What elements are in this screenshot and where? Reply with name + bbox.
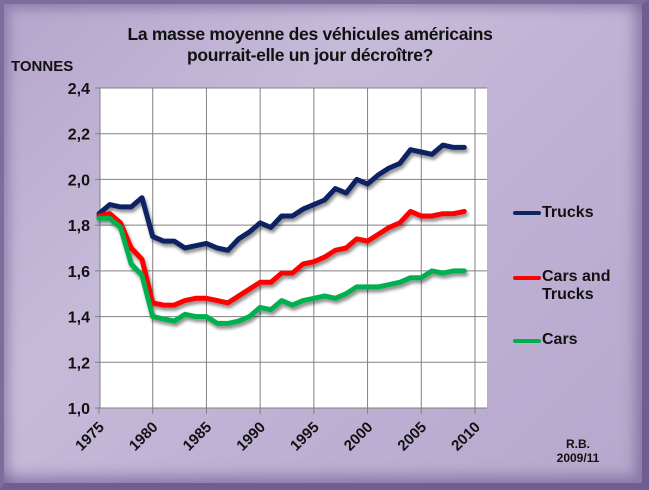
series-line-cars-and-trucks [96, 208, 467, 308]
y-axis-label: TONNES [11, 58, 74, 75]
y-tick-label: 2,4 [68, 81, 90, 98]
series-lines [96, 142, 467, 326]
x-tick-label: 1990 [233, 419, 269, 455]
chart-title: La masse moyenne des véhicules américain… [90, 24, 530, 66]
x-tick-label: 2005 [394, 419, 430, 455]
y-tick-label: 1,0 [68, 401, 90, 418]
y-tick-label: 1,2 [68, 355, 90, 372]
plot-area [100, 88, 487, 408]
x-tick-label: 1980 [126, 419, 162, 455]
legend-item-cars: Cars [542, 331, 578, 348]
series-line-trucks [96, 142, 467, 253]
gridlines [100, 87, 487, 408]
legend-swatch-cars-and-trucks [513, 276, 541, 280]
x-tick-label: 1995 [287, 419, 323, 455]
y-tick-label: 1,6 [68, 264, 90, 281]
author-credit: R.B. 2009/11 [556, 437, 600, 465]
legend-item-trucks: Trucks [542, 204, 594, 221]
series-line-cars [96, 215, 467, 326]
legend-swatch-trucks [513, 211, 541, 215]
x-tick-label: 1975 [72, 419, 108, 455]
x-tick-label: 1985 [180, 419, 216, 455]
legend-item-cars-and-trucks: Cars and Trucks [542, 268, 611, 303]
y-tick-labels: 1,0 1,2 1,4 1,6 1,8 2,0 2,2 2,4 [68, 81, 90, 418]
x-tick-label: 2010 [448, 419, 484, 455]
x-tick-labels: 1975 1980 1985 1990 1995 2000 2005 2010 [72, 419, 484, 455]
y-tick-label: 2,2 [68, 127, 90, 144]
y-tick-label: 1,4 [68, 310, 90, 327]
legend-swatch-cars [513, 339, 541, 343]
x-tick-label: 2000 [341, 419, 377, 455]
chart-title-line-1: La masse moyenne des véhicules américain… [127, 24, 493, 44]
axes [95, 87, 487, 414]
y-tick-label: 2,0 [68, 172, 90, 189]
y-tick-label: 1,8 [68, 218, 90, 235]
chart-title-line-2: pourrait-elle un jour décroître? [186, 45, 434, 65]
